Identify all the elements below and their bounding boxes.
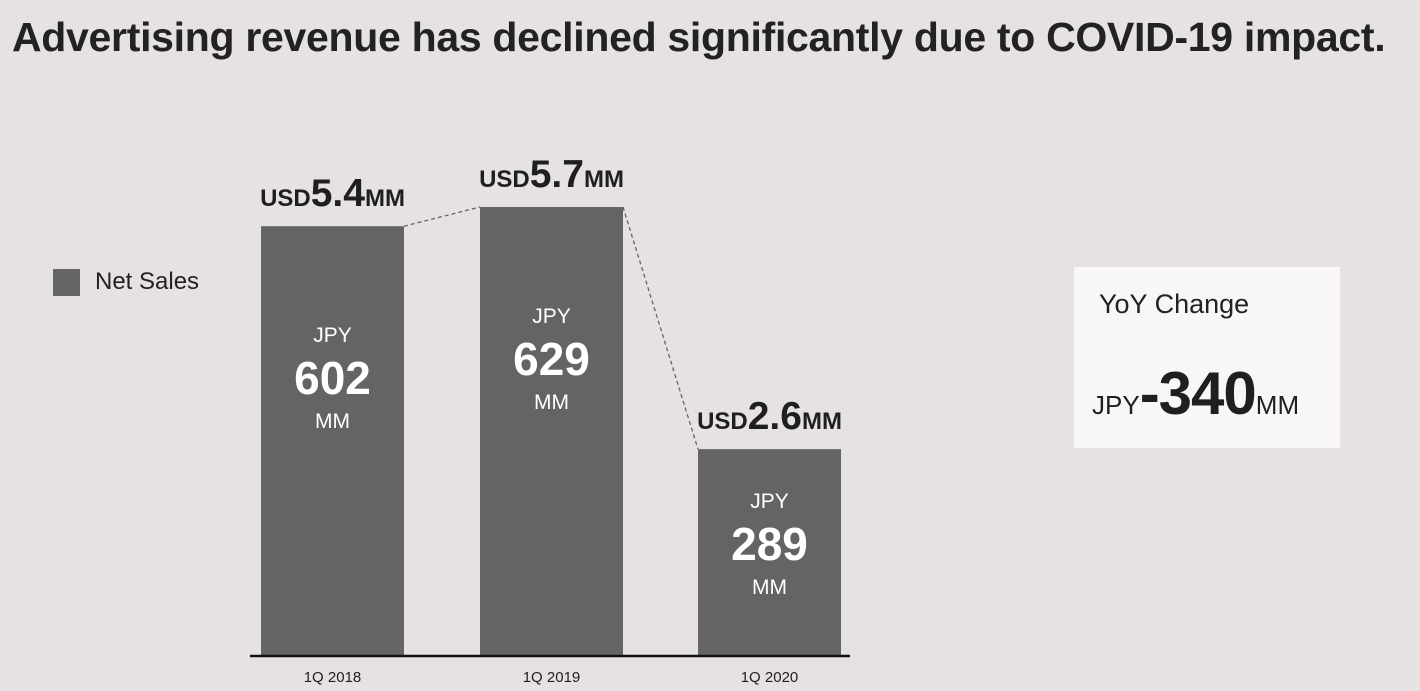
top-label: USD2.6MM (697, 395, 842, 438)
yoy-change-box: YoY Change JPY-340MM (1074, 267, 1340, 448)
bar-label-unit: MM (534, 391, 569, 414)
bar-label-unit: MM (752, 576, 787, 599)
top-label-currency: USD (479, 166, 530, 193)
category-label: 1Q 2019 (523, 669, 581, 686)
legend: Net Sales (53, 268, 199, 296)
bar-1 (261, 226, 404, 655)
top-label-value: 5.7 (530, 153, 584, 196)
top-label-unit: MM (365, 185, 405, 212)
connector-line-2 (622, 206, 699, 450)
top-label-value: 2.6 (748, 395, 802, 438)
category-label: 1Q 2020 (741, 669, 799, 686)
top-label-unit: MM (584, 166, 624, 193)
bar-label-currency: JPY (313, 324, 352, 347)
category-label: 1Q 2018 (304, 669, 362, 686)
bar-label-value: 629 (513, 333, 590, 385)
yoy-title: YoY Change (1099, 289, 1250, 319)
top-label: USD5.4MM (260, 172, 405, 215)
bar-label-value: 602 (294, 352, 371, 404)
top-label-unit: MM (802, 408, 842, 435)
bar-3 (698, 449, 841, 655)
bar-label-currency: JPY (532, 305, 571, 328)
top-label-currency: USD (697, 408, 748, 435)
yoy-number: -340 (1139, 360, 1257, 427)
bar-label-currency: JPY (750, 490, 789, 513)
yoy-unit: MM (1255, 390, 1300, 420)
bar-2 (480, 207, 623, 655)
legend-swatch (53, 268, 80, 296)
yoy-currency: JPY (1092, 390, 1140, 420)
page-title: Advertising revenue has declined signifi… (12, 14, 1386, 60)
top-label-value: 5.4 (311, 172, 366, 215)
bar-label-unit: MM (315, 410, 350, 433)
legend-label: Net Sales (95, 268, 200, 295)
top-label-currency: USD (260, 185, 311, 212)
connector-line-1 (403, 206, 481, 227)
top-label: USD5.7MM (479, 153, 624, 196)
yoy-value: JPY-340MM (1092, 359, 1299, 428)
bar-label-value: 289 (731, 518, 808, 570)
